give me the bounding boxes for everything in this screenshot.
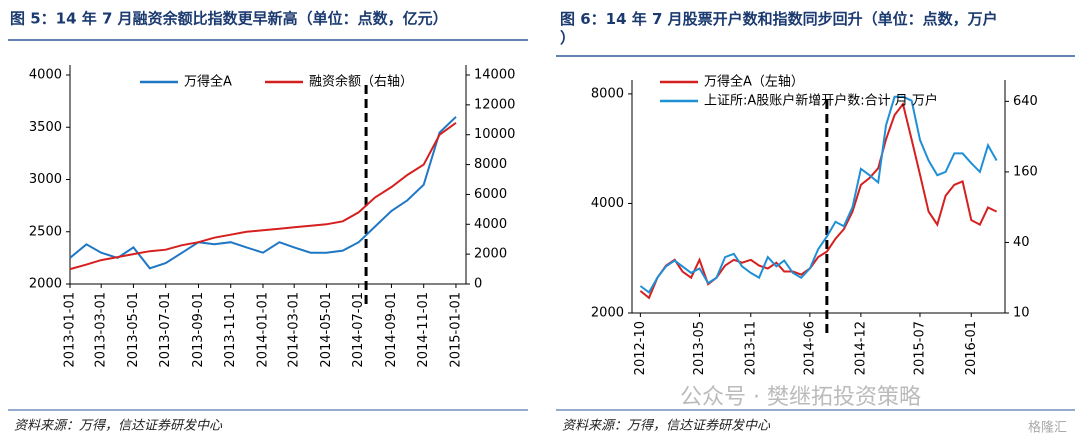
x-tick-label: 2013-05-01 xyxy=(126,292,141,368)
y-tick-label: 2500 xyxy=(29,224,62,239)
y2-tick-label: 14000 xyxy=(474,68,515,83)
y2-tick-label: 0 xyxy=(474,277,482,292)
watermark: 公众号 · 樊继拓投资策略 xyxy=(680,385,921,410)
chart-title: 图 6：14 年 7 月股票开户数和指数同步回升（单位：点数，万户） xyxy=(560,10,998,47)
x-tick-label: 2013-11 xyxy=(743,321,758,375)
y2-tick-label: 160 xyxy=(1013,164,1038,179)
y2-tick-label: 40 xyxy=(1013,235,1030,250)
x-tick-label: 2013-03-01 xyxy=(94,292,109,368)
y-tick-label: 4000 xyxy=(29,68,62,83)
source: 资料来源：万得，信达证券研发中心 xyxy=(14,419,223,434)
y2-tick-label: 640 xyxy=(1013,94,1038,109)
title-line: 图 6：14 年 7 月股票开户数和指数同步回升（单位：点数，万户 xyxy=(560,10,998,28)
x-tick-label: 2014-12 xyxy=(853,321,868,375)
legend-label: 上证所:A股账户新增开户数:合计 月 万户 xyxy=(704,93,938,109)
y-tick-label: 8000 xyxy=(591,86,624,101)
y2-tick-label: 10000 xyxy=(474,127,515,142)
logo: 格隆汇 xyxy=(1028,420,1067,436)
x-tick-label: 2013-07-01 xyxy=(158,292,173,368)
x-tick-label: 2013-05 xyxy=(692,321,707,375)
x-tick-label: 2014-11-01 xyxy=(416,292,431,368)
x-tick-label: 2014-05-01 xyxy=(319,292,334,368)
y2-tick-label: 10 xyxy=(1013,306,1030,321)
x-tick-label: 2014-09-01 xyxy=(384,292,399,368)
y-tick-label: 3000 xyxy=(29,172,62,187)
y-tick-label: 4000 xyxy=(591,196,624,211)
x-tick-label: 2012-10 xyxy=(633,321,648,375)
x-tick-label: 2014-01-01 xyxy=(255,292,270,368)
x-tick-label: 2016-01 xyxy=(964,321,979,375)
y2-tick-label: 6000 xyxy=(474,187,507,202)
legend-label: 万得全A xyxy=(184,74,232,90)
y-tick-label: 2000 xyxy=(29,277,62,292)
source: 资料来源：万得，信达证券研发中心 xyxy=(562,419,771,434)
x-tick-label: 2013-09-01 xyxy=(191,292,206,368)
x-tick-label: 2013-11-01 xyxy=(223,292,238,368)
x-tick-label: 2015-01-01 xyxy=(448,292,463,368)
x-tick-label: 2014-03-01 xyxy=(287,292,302,368)
y2-tick-label: 2000 xyxy=(474,247,507,262)
series-line xyxy=(69,116,457,270)
title-line: ） xyxy=(560,29,575,47)
x-tick-label: 2015-07 xyxy=(912,321,927,375)
chart-title: 图 5：14 年 7 月融资余额比指数更早新高（单位：点数，亿元） xyxy=(10,10,448,28)
legend-label: 融资余额（右轴） xyxy=(309,74,413,90)
x-tick-label: 2014-07-01 xyxy=(351,292,366,368)
y2-tick-label: 4000 xyxy=(474,217,507,232)
legend-label: 万得全A（左轴） xyxy=(704,74,804,90)
y-tick-label: 3500 xyxy=(29,120,62,135)
series-line xyxy=(639,95,998,294)
y2-tick-label: 8000 xyxy=(474,157,507,172)
y-tick-label: 2000 xyxy=(591,306,624,321)
series-line xyxy=(69,121,457,271)
y2-tick-label: 12000 xyxy=(474,97,515,112)
x-tick-label: 2013-01-01 xyxy=(63,292,78,368)
series-line xyxy=(639,101,998,300)
x-tick-label: 2014-06 xyxy=(802,321,817,375)
